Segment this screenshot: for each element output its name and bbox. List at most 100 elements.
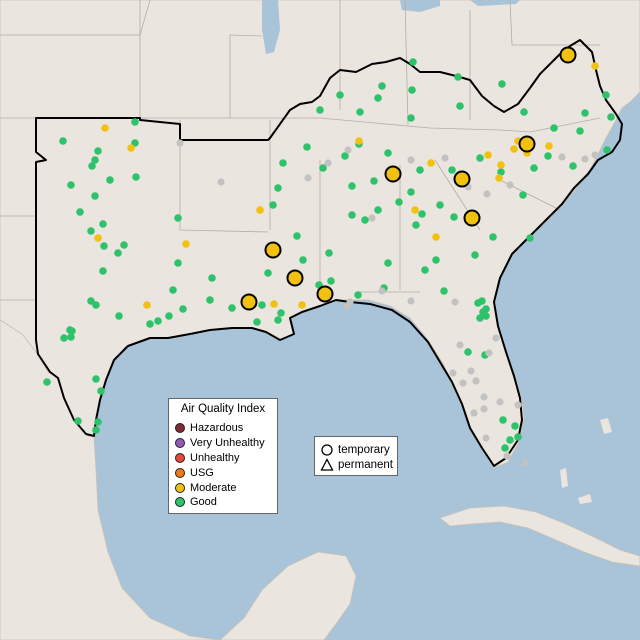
monitor-site-good[interactable]	[361, 216, 369, 224]
monitor-site-nodata[interactable]	[506, 181, 514, 189]
monitor-site-good[interactable]	[99, 267, 107, 275]
monitor-site-good[interactable]	[356, 108, 364, 116]
monitor-site-good[interactable]	[476, 314, 484, 322]
monitor-site-good[interactable]	[454, 73, 462, 81]
monitor-site-nodata[interactable]	[217, 178, 225, 186]
monitor-site-good[interactable]	[67, 181, 75, 189]
monitor-site-moderate[interactable]	[495, 174, 503, 182]
monitor-site-nodata[interactable]	[324, 159, 332, 167]
monitor-site-good[interactable]	[253, 318, 261, 326]
monitor-site-good[interactable]	[67, 333, 75, 341]
monitor-site-nodata[interactable]	[407, 297, 415, 305]
monitor-site-good[interactable]	[418, 210, 426, 218]
monitor-site-nodata[interactable]	[492, 334, 500, 342]
monitor-site-good[interactable]	[60, 334, 68, 342]
monitor-site-nodata[interactable]	[482, 434, 490, 442]
monitor-site-good[interactable]	[206, 296, 214, 304]
monitor-site-good[interactable]	[299, 256, 307, 264]
monitor-site-good[interactable]	[489, 233, 497, 241]
monitor-site-good[interactable]	[436, 201, 444, 209]
monitor-site-nodata[interactable]	[467, 367, 475, 375]
monitor-site-nodata[interactable]	[368, 214, 376, 222]
monitor-site-good[interactable]	[174, 259, 182, 267]
monitor-site-nodata[interactable]	[591, 151, 599, 159]
monitor-site-good[interactable]	[87, 227, 95, 235]
monitor-site-good[interactable]	[319, 164, 327, 172]
monitor-site-moderate-large[interactable]	[518, 135, 536, 153]
monitor-site-good[interactable]	[602, 91, 610, 99]
monitor-site-good[interactable]	[106, 176, 114, 184]
monitor-site-good[interactable]	[370, 177, 378, 185]
monitor-site-good[interactable]	[293, 232, 301, 240]
monitor-site-good[interactable]	[471, 251, 479, 259]
monitor-site-moderate[interactable]	[298, 301, 306, 309]
monitor-site-good[interactable]	[519, 191, 527, 199]
monitor-site-moderate[interactable]	[545, 142, 553, 150]
monitor-site-good[interactable]	[348, 182, 356, 190]
monitor-site-moderate[interactable]	[143, 301, 151, 309]
monitor-site-moderate[interactable]	[510, 145, 518, 153]
monitor-site-nodata[interactable]	[503, 452, 511, 460]
monitor-site-good[interactable]	[354, 291, 362, 299]
monitor-site-good[interactable]	[131, 118, 139, 126]
monitor-site-good[interactable]	[174, 214, 182, 222]
monitor-site-nodata[interactable]	[521, 459, 529, 467]
monitor-site-moderate[interactable]	[484, 151, 492, 159]
monitor-site-good[interactable]	[416, 166, 424, 174]
monitor-site-good[interactable]	[274, 184, 282, 192]
monitor-site-good[interactable]	[43, 378, 51, 386]
monitor-site-moderate[interactable]	[497, 161, 505, 169]
monitor-site-nodata[interactable]	[304, 174, 312, 182]
monitor-site-moderate-large[interactable]	[453, 170, 471, 188]
monitor-site-moderate-large[interactable]	[286, 269, 304, 287]
monitor-site-nodata[interactable]	[558, 153, 566, 161]
monitor-site-nodata[interactable]	[456, 341, 464, 349]
monitor-site-good[interactable]	[607, 113, 615, 121]
monitor-site-nodata[interactable]	[470, 409, 478, 417]
monitor-site-moderate-large[interactable]	[559, 46, 577, 64]
monitor-site-good[interactable]	[91, 192, 99, 200]
monitor-site-good[interactable]	[448, 166, 456, 174]
monitor-site-good[interactable]	[384, 149, 392, 157]
monitor-site-good[interactable]	[274, 316, 282, 324]
monitor-site-good[interactable]	[279, 159, 287, 167]
monitor-site-good[interactable]	[374, 94, 382, 102]
monitor-site-good[interactable]	[497, 168, 505, 176]
monitor-site-nodata[interactable]	[451, 298, 459, 306]
monitor-site-moderate[interactable]	[427, 159, 435, 167]
monitor-site-moderate[interactable]	[256, 206, 264, 214]
monitor-site-good[interactable]	[165, 312, 173, 320]
monitor-site-good[interactable]	[88, 162, 96, 170]
monitor-site-good[interactable]	[482, 312, 490, 320]
monitor-site-good[interactable]	[498, 80, 506, 88]
monitor-site-good[interactable]	[94, 147, 102, 155]
monitor-site-good[interactable]	[100, 242, 108, 250]
monitor-site-good[interactable]	[450, 213, 458, 221]
monitor-site-good[interactable]	[409, 58, 417, 66]
monitor-site-good[interactable]	[407, 188, 415, 196]
monitor-site-moderate[interactable]	[182, 240, 190, 248]
monitor-site-moderate[interactable]	[270, 300, 278, 308]
monitor-site-nodata[interactable]	[581, 155, 589, 163]
monitor-site-nodata[interactable]	[378, 287, 386, 295]
monitor-site-good[interactable]	[91, 156, 99, 164]
monitor-site-moderate[interactable]	[127, 144, 135, 152]
monitor-site-moderate-large[interactable]	[384, 165, 402, 183]
monitor-site-nodata[interactable]	[472, 377, 480, 385]
monitor-site-good[interactable]	[348, 211, 356, 219]
monitor-site-moderate-large[interactable]	[264, 241, 282, 259]
monitor-site-good[interactable]	[499, 416, 507, 424]
monitor-site-good[interactable]	[341, 152, 349, 160]
monitor-site-good[interactable]	[378, 82, 386, 90]
monitor-site-good[interactable]	[94, 418, 102, 426]
monitor-site-good[interactable]	[59, 137, 67, 145]
monitor-site-good[interactable]	[179, 305, 187, 313]
monitor-site-good[interactable]	[432, 256, 440, 264]
monitor-site-nodata[interactable]	[407, 156, 415, 164]
monitor-site-good[interactable]	[114, 249, 122, 257]
monitor-site-good[interactable]	[120, 241, 128, 249]
monitor-site-good[interactable]	[76, 208, 84, 216]
monitor-site-nodata[interactable]	[496, 398, 504, 406]
monitor-site-good[interactable]	[530, 164, 538, 172]
monitor-site-good[interactable]	[408, 86, 416, 94]
